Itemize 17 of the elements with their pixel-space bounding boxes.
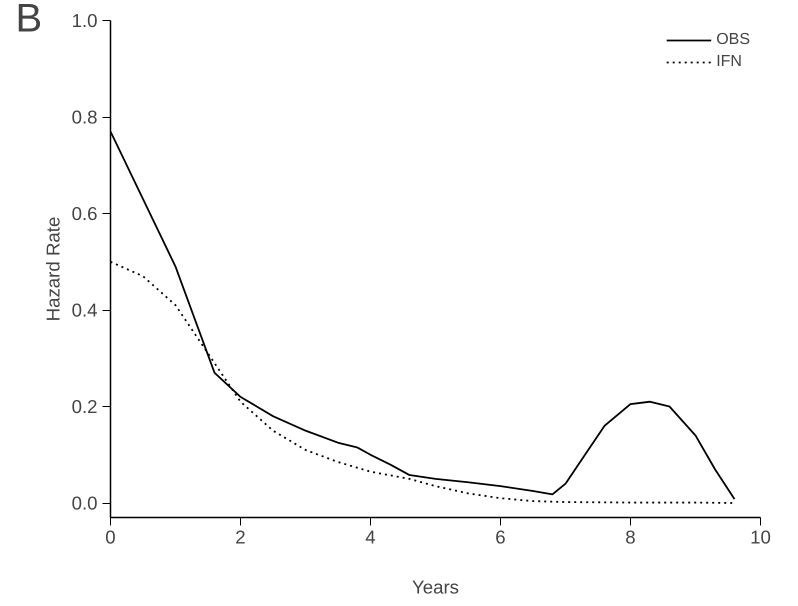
y-tick-label: 0.0 [72,492,98,514]
legend-label: IFN [716,53,742,71]
x-axis-title: Years [412,576,460,598]
y-axis-title: Hazard Rate [42,216,64,322]
x-tick-label: 10 [750,526,771,548]
y-tick-label: 0.2 [72,396,98,418]
y-tick-label: 1.0 [72,10,98,31]
x-tick-label: 0 [105,526,116,548]
y-tick-label: 0.4 [72,300,98,321]
legend-label: OBS [716,31,750,49]
text: B [16,0,42,40]
x-tick-label: 2 [235,526,246,548]
y-tick-label: 0.6 [72,203,98,224]
x-tick-label: 8 [625,526,636,548]
y-tick-label: 0.8 [72,106,98,128]
x-tick-label: 4 [365,526,376,548]
x-tick-label: 6 [495,526,506,548]
